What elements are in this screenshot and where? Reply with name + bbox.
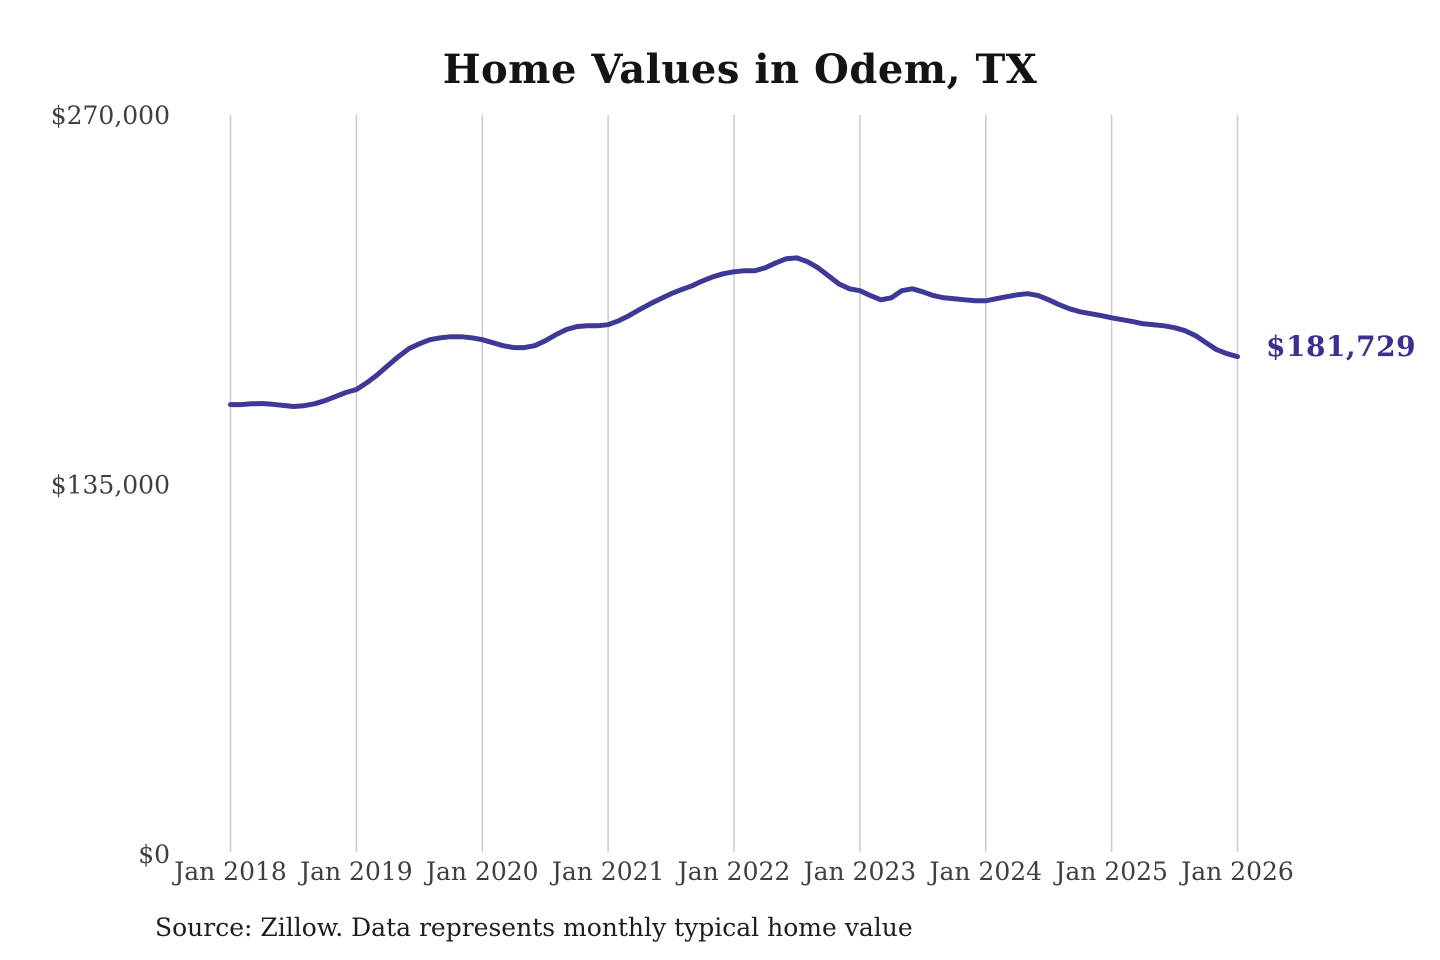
chart-title: Home Values in Odem, TX [442, 46, 1038, 93]
x-tick-label: Jan 2019 [297, 857, 413, 886]
value-line [228, 255, 1240, 409]
x-tick-label: Jan 2024 [926, 857, 1042, 886]
x-tick-label: Jan 2022 [675, 857, 791, 886]
x-tick-label: Jan 2018 [171, 857, 287, 886]
y-tick-label: $0 [138, 840, 170, 869]
x-tick-label: Jan 2026 [1178, 857, 1294, 886]
end-value-label: $181,729 [1266, 330, 1417, 363]
y-tick-label: $135,000 [51, 471, 170, 500]
source-note: Source: Zillow. Data represents monthly … [155, 913, 913, 942]
x-tick-label: Jan 2020 [423, 857, 539, 886]
x-tick-label: Jan 2021 [549, 857, 665, 886]
x-tick-label: Jan 2023 [801, 857, 917, 886]
y-tick-label: $270,000 [51, 101, 170, 130]
x-tick-label: Jan 2025 [1052, 857, 1168, 886]
